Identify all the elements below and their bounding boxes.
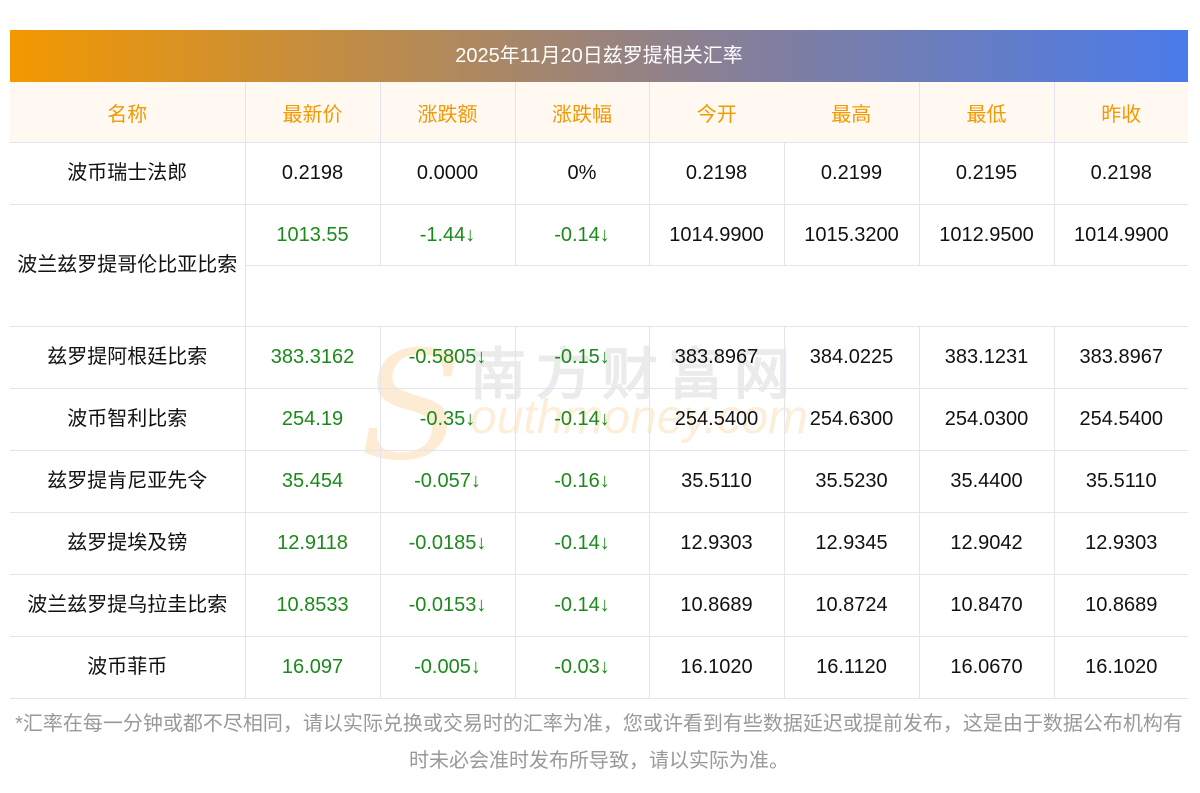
cell-latest: 383.3162	[244, 326, 380, 389]
column-header-pct: 涨跌幅	[514, 82, 649, 143]
cell-name: 波兰兹罗提乌拉圭比索	[10, 574, 245, 637]
column-header-prev: 昨收	[1053, 82, 1188, 143]
cell-name: 兹罗提埃及镑	[10, 512, 245, 575]
cell-name: 波兰兹罗提哥伦比亚比索	[10, 204, 245, 327]
cell-change: -0.5805↓	[379, 326, 515, 389]
cell-pct: -0.14↓	[514, 388, 649, 451]
cell-low: 1012.9500	[918, 204, 1054, 266]
cell-open: 0.2198	[648, 142, 784, 205]
cell-name: 波币菲币	[10, 636, 245, 699]
disclaimer-note: *汇率在每一分钟或都不尽相同，请以实际兑换或交易时的汇率为准，您或许看到有些数据…	[15, 713, 1183, 772]
cell-change: -1.44↓	[379, 204, 515, 266]
empty-cell	[244, 265, 1188, 327]
table-row: 波币智利比索 254.19 -0.35↓ -0.14↓ 254.5400 254.6300…	[10, 388, 1188, 451]
column-header-change: 涨跌额	[379, 82, 515, 143]
cell-high: 12.9345	[783, 512, 919, 575]
cell-low: 16.0670	[918, 636, 1054, 699]
cell-pct: -0.15↓	[514, 326, 649, 389]
column-header-name: 名称	[10, 82, 245, 143]
cell-latest: 1013.55	[244, 204, 380, 266]
cell-prev: 1014.9900	[1053, 204, 1188, 266]
table-row-spacer	[10, 265, 1188, 327]
column-header-latest: 最新价	[244, 82, 380, 143]
column-header-open: 今开	[648, 82, 784, 143]
cell-open: 1014.9900	[648, 204, 784, 266]
cell-latest: 16.097	[244, 636, 380, 699]
table-row: 兹罗提阿根廷比索 383.3162 -0.5805↓ -0.15↓ 383.8967 38…	[10, 326, 1188, 389]
cell-pct: 0%	[514, 142, 649, 205]
cell-name: 兹罗提阿根廷比索	[10, 326, 245, 389]
cell-high: 10.8724	[783, 574, 919, 637]
table-title: 2025年11月20日兹罗提相关汇率	[10, 30, 1188, 82]
cell-high: 35.5230	[783, 450, 919, 513]
cell-high: 1015.3200	[783, 204, 919, 266]
cell-open: 16.1020	[648, 636, 784, 699]
cell-open: 10.8689	[648, 574, 784, 637]
cell-open: 35.5110	[648, 450, 784, 513]
cell-low: 12.9042	[918, 512, 1054, 575]
column-header-high: 最高	[784, 82, 919, 143]
cell-low: 10.8470	[918, 574, 1054, 637]
cell-high: 384.0225	[783, 326, 919, 389]
cell-high: 16.1120	[783, 636, 919, 699]
cell-prev: 35.5110	[1053, 450, 1188, 513]
cell-open: 254.5400	[648, 388, 784, 451]
cell-open: 383.8967	[648, 326, 784, 389]
table-row: 兹罗提肯尼亚先令 35.454 -0.057↓ -0.16↓ 35.5110 35.523…	[10, 450, 1188, 513]
cell-latest: 10.8533	[244, 574, 380, 637]
cell-prev: 12.9303	[1053, 512, 1188, 575]
cell-low: 383.1231	[918, 326, 1054, 389]
table-row: 波兰兹罗提哥伦比亚比索 1013.55 -1.44↓ -0.14↓ 1014.9900 1…	[10, 204, 1188, 327]
cell-pct: -0.14↓	[514, 574, 649, 637]
cell-change: -0.005↓	[379, 636, 515, 699]
table-row: 兹罗提埃及镑 12.9118 -0.0185↓ -0.14↓ 12.9303 12.934…	[10, 512, 1188, 575]
cell-prev: 10.8689	[1053, 574, 1188, 637]
cell-change: -0.057↓	[379, 450, 515, 513]
exchange-rate-table: 名称 最新价 涨跌额 涨跌幅 今开 最高 最低 昨收 波币瑞士法郎 0.2198 0.0000 0%…	[10, 82, 1188, 699]
cell-open: 12.9303	[648, 512, 784, 575]
cell-pct: -0.03↓	[514, 636, 649, 699]
cell-pct: -0.16↓	[514, 450, 649, 513]
cell-prev: 254.5400	[1053, 388, 1188, 451]
cell-latest: 35.454	[244, 450, 380, 513]
cell-prev: 16.1020	[1053, 636, 1188, 699]
table-row: 波币菲币 16.097 -0.005↓ -0.03↓ 16.1020 16.1120 16.…	[10, 636, 1188, 699]
cell-change: -0.35↓	[379, 388, 515, 451]
header-row: 名称 最新价 涨跌额 涨跌幅 今开 最高 最低 昨收	[10, 82, 1188, 143]
exchange-rate-table-container: 2025年11月20日兹罗提相关汇率 名称 最新价 涨跌额 涨跌幅 今开 最高 最低 昨收 波…	[10, 30, 1188, 699]
cell-pct: -0.14↓	[514, 512, 649, 575]
cell-change: -0.0153↓	[379, 574, 515, 637]
cell-name: 波币瑞士法郎	[10, 142, 245, 205]
table-row: 波币瑞士法郎 0.2198 0.0000 0% 0.2198 0.2199 0.2195 0.…	[10, 142, 1188, 205]
cell-change: 0.0000	[379, 142, 515, 205]
cell-prev: 0.2198	[1053, 142, 1188, 205]
cell-low: 0.2195	[918, 142, 1054, 205]
table-row: 波兰兹罗提乌拉圭比索 10.8533 -0.0153↓ -0.14↓ 10.8689 10…	[10, 574, 1188, 637]
cell-low: 35.4400	[918, 450, 1054, 513]
cell-high: 254.6300	[783, 388, 919, 451]
cell-prev: 383.8967	[1053, 326, 1188, 389]
cell-name: 波币智利比索	[10, 388, 245, 451]
cell-change: -0.0185↓	[379, 512, 515, 575]
cell-latest: 12.9118	[244, 512, 380, 575]
cell-name: 兹罗提肯尼亚先令	[10, 450, 245, 513]
cell-pct: -0.14↓	[514, 204, 649, 266]
cell-latest: 254.19	[244, 388, 380, 451]
cell-latest: 0.2198	[244, 142, 380, 205]
cell-low: 254.0300	[918, 388, 1054, 451]
cell-high: 0.2199	[783, 142, 919, 205]
column-header-low: 最低	[918, 82, 1054, 143]
